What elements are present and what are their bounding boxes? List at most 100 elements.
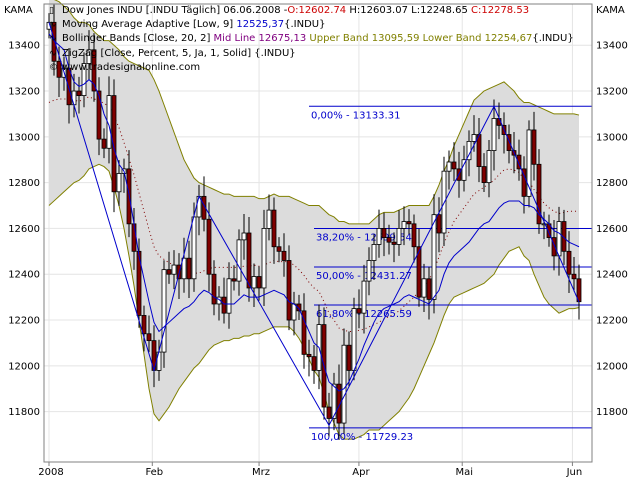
candle-body: [516, 154, 522, 170]
candle-body: [421, 278, 427, 298]
candle-body: [436, 214, 442, 234]
candle-body: [81, 63, 87, 97]
candle-body: [86, 49, 92, 64]
bollinger-band-area: [49, 0, 579, 440]
candle-body: [391, 241, 397, 245]
legend-copyright: www.tradesignalonline.com: [62, 61, 201, 73]
candle-body: [166, 269, 172, 275]
zigzag-line: [48, 22, 580, 427]
legend-kama-suffix: {.INDU}: [284, 19, 326, 31]
y-tick-label-left: 12200: [8, 316, 40, 327]
legend-kama-name: Moving Average Adaptive [Low, 9]: [62, 19, 234, 31]
line-icon: ∿: [49, 34, 57, 45]
fibonacci-label: 100,00% - 11729.23: [311, 432, 413, 443]
legend-low: L:12248.65: [411, 5, 468, 16]
candle-body: [101, 138, 107, 149]
legend-row-bollinger: ∿ Bollinger Bands [Close, 20, 2] Mid Lin…: [49, 32, 574, 46]
candle-body: [451, 161, 457, 170]
x-tick-label: Feb: [145, 467, 163, 478]
candle-body: [491, 118, 497, 151]
candle-body: [366, 260, 372, 282]
candle-body: [476, 134, 482, 167]
candle-body: [221, 296, 227, 314]
candle-body: [341, 344, 347, 424]
candle-body: [331, 383, 337, 419]
y-tick-label-left: 12000: [8, 361, 40, 372]
line-icon: ∿: [49, 20, 57, 31]
candle-body: [286, 260, 292, 321]
candle-body: [136, 250, 142, 316]
line-icon: ∿: [49, 48, 57, 59]
candle-body: [161, 269, 167, 353]
legend-price-title: Dow Jones INDU [.INDU Täglich] 06.06.200…: [62, 5, 288, 16]
candle-body: [111, 95, 117, 193]
candle-body: [461, 159, 467, 181]
candle-body: [386, 237, 392, 243]
candle-body: [446, 161, 452, 172]
candle-body: [251, 276, 257, 289]
legend-bollinger-suffix: {.INDU}: [532, 33, 574, 45]
candle-body: [261, 228, 267, 289]
candle-body: [186, 257, 192, 280]
candle-body: [401, 221, 407, 229]
candle-body: [426, 278, 432, 300]
candle-body: [486, 150, 492, 184]
candle-body: [346, 344, 352, 371]
candle-body: [51, 21, 57, 62]
candle-body: [481, 166, 487, 184]
candle-body: [396, 228, 402, 245]
fibonacci-label: 0,00% - 13133.31: [311, 110, 400, 121]
candle-body: [541, 223, 547, 226]
candle-body: [336, 383, 342, 424]
candle-body: [526, 129, 532, 197]
candle-body: [561, 221, 567, 252]
legend-row-zigzag: ∿ ZigZag [Close, Percent, 5, Ja, 1, Soli…: [49, 47, 574, 61]
candle-body: [146, 333, 152, 342]
x-tick-label: Jun: [566, 467, 583, 478]
y-tick-label-left: 13000: [8, 132, 40, 143]
candle-body: [531, 129, 537, 165]
legend-bollinger-upper: Upper Band 13095,59: [309, 33, 420, 45]
candle-body: [406, 221, 412, 225]
candle-body: [506, 134, 512, 151]
legend-bollinger-mid: Mid Line 12675,13: [213, 33, 307, 45]
candle-body: [551, 237, 557, 257]
bollinger-mid-line: [48, 96, 580, 332]
candle-body: [376, 228, 382, 245]
legend-row-price: ▯ Dow Jones INDU [.INDU Täglich] 06.06.2…: [49, 4, 574, 18]
y-tick-label-left: 13400: [8, 41, 40, 52]
candle-body: [211, 273, 217, 305]
legend-open: O:12602.74: [287, 5, 347, 16]
y-tick-label-left: 13200: [8, 87, 40, 98]
candle-body: [361, 280, 367, 314]
y-tick-label-right: 12400: [596, 270, 628, 281]
kama-line: [48, 33, 580, 392]
y-tick-label-right: 13200: [596, 87, 628, 98]
legend-bollinger-name: Bollinger Bands [Close, 20, 2]: [62, 33, 211, 45]
candle-body: [241, 232, 247, 241]
candle-body: [91, 49, 97, 92]
candle-body: [411, 223, 417, 248]
candle-body: [131, 223, 137, 252]
candle-body: [216, 296, 222, 305]
candle-body: [281, 250, 287, 261]
legend-row-copyright: © www.tradesignalonline.com: [49, 61, 574, 75]
candle-body: [326, 406, 332, 419]
plot-frame: [43, 3, 593, 463]
legend-high: H:12603.07: [349, 5, 408, 16]
y-tick-label-right: 13400: [596, 41, 628, 52]
copyright-icon: ©: [49, 62, 58, 73]
x-tick-label: Mrz: [252, 467, 270, 478]
candle-body: [246, 232, 252, 289]
right-axis-label: KAMA: [596, 5, 625, 16]
legend-row-kama: ∿ Moving Average Adaptive [Low, 9] 12525…: [49, 18, 574, 32]
candle-body: [71, 90, 77, 106]
fibonacci-label: 38,20% - 12599.54: [316, 233, 412, 244]
candle-body: [371, 244, 377, 261]
candle-body: [96, 90, 102, 140]
candle-icon: ▯: [49, 6, 54, 16]
candle-body: [171, 264, 177, 275]
candle-body: [76, 90, 82, 96]
y-tick-label-right: 12200: [596, 316, 628, 327]
